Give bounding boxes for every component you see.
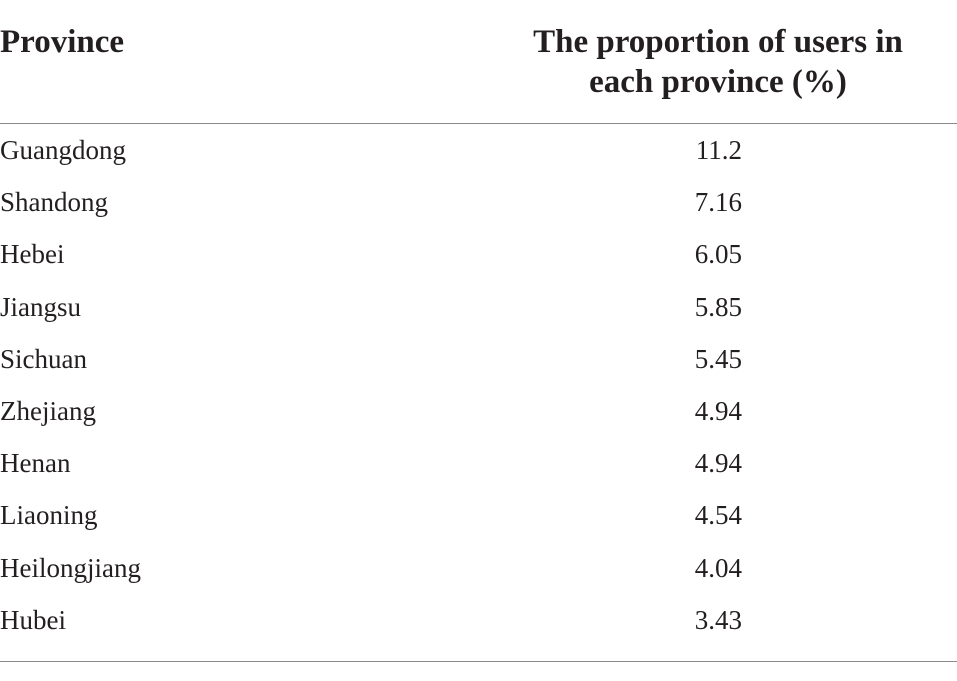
column-header: The proportion of users in each province… xyxy=(478,22,957,102)
proportion-value: 4.54 xyxy=(694,500,742,531)
proportion-value: 4.94 xyxy=(694,396,742,426)
header-line: The proportion of users in xyxy=(533,24,903,60)
bottom-rule xyxy=(0,661,957,662)
header-rule xyxy=(0,123,957,124)
province-name: Shandong xyxy=(0,187,108,218)
proportion-value: 4.04 xyxy=(694,552,742,583)
province-name: Liaoning xyxy=(0,500,98,531)
province-name: Henan xyxy=(0,448,71,479)
proportion-value: 4.94 xyxy=(694,448,742,479)
proportion-value: 3.43 xyxy=(694,604,742,635)
proportion-value: 5.45 xyxy=(694,343,742,374)
province-name: Zhejiang xyxy=(0,396,96,426)
proportion-value: 5.85 xyxy=(694,291,742,322)
province-name: Sichuan xyxy=(0,343,87,374)
province-name: Jiangsu xyxy=(0,291,81,322)
province-name: Hebei xyxy=(0,239,65,270)
header-line: each province (%) xyxy=(589,64,847,100)
proportion-value: 6.05 xyxy=(694,239,742,270)
column-header: Province xyxy=(0,24,125,60)
proportion-value: 11.2 xyxy=(695,135,742,165)
proportion-value: 7.16 xyxy=(694,187,742,218)
province-name: Heilongjiang xyxy=(0,552,141,583)
province-name: Hubei xyxy=(0,604,66,635)
province-name: Guangdong xyxy=(0,135,126,165)
